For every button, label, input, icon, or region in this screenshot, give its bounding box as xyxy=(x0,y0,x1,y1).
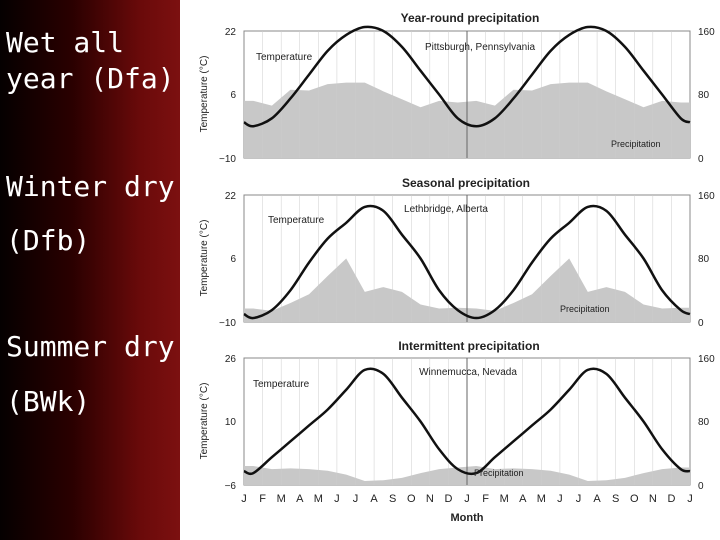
month-tick: A xyxy=(370,493,378,505)
temp-tick-top: 22 xyxy=(225,27,237,38)
precip-tick-top: 160 xyxy=(698,27,715,38)
temp-tick-top: 22 xyxy=(225,191,237,202)
temp-tick-bottom: −10 xyxy=(219,318,236,329)
month-tick: O xyxy=(407,493,416,505)
month-tick: F xyxy=(482,493,489,505)
precip-tick-bottom: 0 xyxy=(698,481,704,492)
month-tick: D xyxy=(667,493,675,505)
precip-tick-mid: 80 xyxy=(698,417,710,428)
precip-tick-top: 160 xyxy=(698,354,715,365)
precip-tick-bottom: 0 xyxy=(698,154,704,165)
month-tick: N xyxy=(649,493,657,505)
precipitation-label: Precipitation xyxy=(611,139,661,149)
temp-tick-bottom: −6 xyxy=(225,481,237,492)
chart-title: Intermittent precipitation xyxy=(398,339,539,353)
temperature-line xyxy=(243,204,691,320)
month-tick: N xyxy=(426,493,434,505)
month-tick: A xyxy=(593,493,601,505)
month-tick: M xyxy=(277,493,286,505)
temp-tick-top: 26 xyxy=(225,354,237,365)
label-dfb-line1: Winter dry xyxy=(6,170,175,203)
month-tick: J xyxy=(576,493,582,505)
y-axis-label: Temperature (°C) xyxy=(199,220,210,297)
month-tick: M xyxy=(314,493,323,505)
month-tick: M xyxy=(537,493,546,505)
month-tick: F xyxy=(259,493,266,505)
precip-tick-bottom: 0 xyxy=(698,318,704,329)
station-name: Lethbridge, Alberta xyxy=(404,204,488,215)
chart-title: Seasonal precipitation xyxy=(402,176,530,190)
label-dfa-line1: Wet all xyxy=(6,26,125,59)
month-tick: J xyxy=(241,493,247,505)
station-name: Pittsburgh, Pennsylvania xyxy=(425,42,536,53)
label-dfb-line2: (Dfb) xyxy=(6,224,91,257)
month-tick: S xyxy=(389,493,396,505)
month-tick: J xyxy=(334,493,340,505)
temp-tick-mid: 10 xyxy=(225,417,237,428)
temperature-label: Temperature xyxy=(268,215,325,226)
station-name: Winnemucca, Nevada xyxy=(419,367,517,378)
label-bwk-line2: (BWk) xyxy=(6,385,91,418)
climate-labels-panel: Wet all year (Dfa) Winter dry (Dfb) Summ… xyxy=(0,0,180,540)
x-axis-label: Month xyxy=(451,512,484,524)
temperature-label: Temperature xyxy=(253,379,310,390)
climographs: Year-round precipitation Pittsburgh, Pen… xyxy=(199,11,715,524)
temp-tick-mid: 6 xyxy=(230,90,236,101)
month-tick: D xyxy=(444,493,452,505)
label-dfa-line2: year (Dfa) xyxy=(6,62,175,95)
chart-title: Year-round precipitation xyxy=(401,11,540,25)
climate-graphs-panel: Year-round precipitation Pittsburgh, Pen… xyxy=(180,0,720,540)
temp-tick-mid: 6 xyxy=(230,254,236,265)
month-tick: O xyxy=(630,493,639,505)
month-tick: S xyxy=(612,493,619,505)
chart-pittsburgh: Year-round precipitation Pittsburgh, Pen… xyxy=(199,11,715,165)
temperature-line xyxy=(243,25,691,128)
precip-tick-top: 160 xyxy=(698,191,715,202)
month-tick: J xyxy=(464,493,470,505)
month-tick: J xyxy=(557,493,563,505)
label-bwk-line1: Summer dry xyxy=(6,330,175,363)
temp-tick-bottom: −10 xyxy=(219,154,236,165)
precip-tick-mid: 80 xyxy=(698,254,710,265)
month-tick: A xyxy=(519,493,527,505)
temperature-line xyxy=(243,367,691,476)
month-tick: A xyxy=(296,493,304,505)
temperature-label: Temperature xyxy=(256,52,313,63)
month-tick: J xyxy=(687,493,693,505)
month-tick: M xyxy=(500,493,509,505)
y-axis-label: Temperature (°C) xyxy=(199,56,210,133)
chart-winnemucca: Intermittent precipitation Winnemucca, N… xyxy=(199,339,715,492)
precip-tick-mid: 80 xyxy=(698,90,710,101)
y-axis-label: Temperature (°C) xyxy=(199,383,210,460)
precipitation-label: Precipitation xyxy=(474,468,524,478)
precipitation-label: Precipitation xyxy=(560,304,610,314)
chart-lethbridge: Seasonal precipitation Lethbridge, Alber… xyxy=(199,176,715,329)
month-tick: J xyxy=(353,493,359,505)
